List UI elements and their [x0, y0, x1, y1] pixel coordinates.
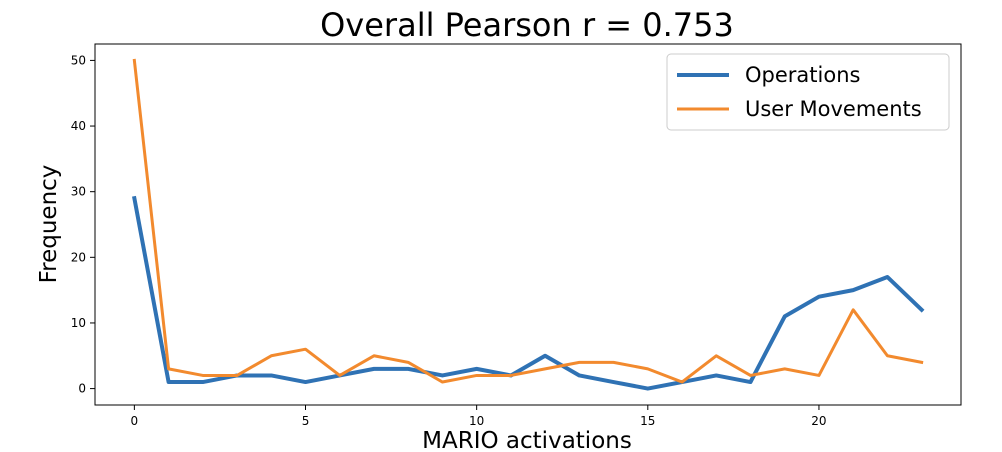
- y-tick-label: 0: [78, 382, 86, 396]
- legend-label: Operations: [745, 63, 860, 87]
- series-line-user-movements: [132, 58, 924, 384]
- series-line-operations: [132, 195, 925, 391]
- y-tick-label: 10: [71, 316, 86, 330]
- series-lines: [132, 58, 925, 391]
- chart-title: Overall Pearson r = 0.753: [320, 6, 734, 44]
- x-tick-label: 5: [302, 414, 310, 428]
- y-axis: 0 10 20 30 40 50: [71, 53, 95, 396]
- y-tick-label: 20: [71, 250, 86, 264]
- y-tick-label: 40: [71, 119, 86, 133]
- x-axis-title: MARIO activations: [422, 428, 632, 452]
- x-tick-label: 20: [811, 414, 826, 428]
- x-tick-label: 0: [131, 414, 139, 428]
- x-tick-label: 10: [469, 414, 484, 428]
- legend-label: User Movements: [745, 97, 922, 121]
- legend: Operations User Movements: [666, 53, 950, 131]
- y-tick-label: 50: [71, 53, 86, 67]
- y-tick-label: 30: [71, 185, 86, 199]
- y-axis-title: Frequency: [36, 165, 62, 284]
- x-axis: 0 5 10 15 20: [131, 405, 827, 428]
- legend-box: [666, 53, 950, 131]
- x-tick-label: 15: [640, 414, 655, 428]
